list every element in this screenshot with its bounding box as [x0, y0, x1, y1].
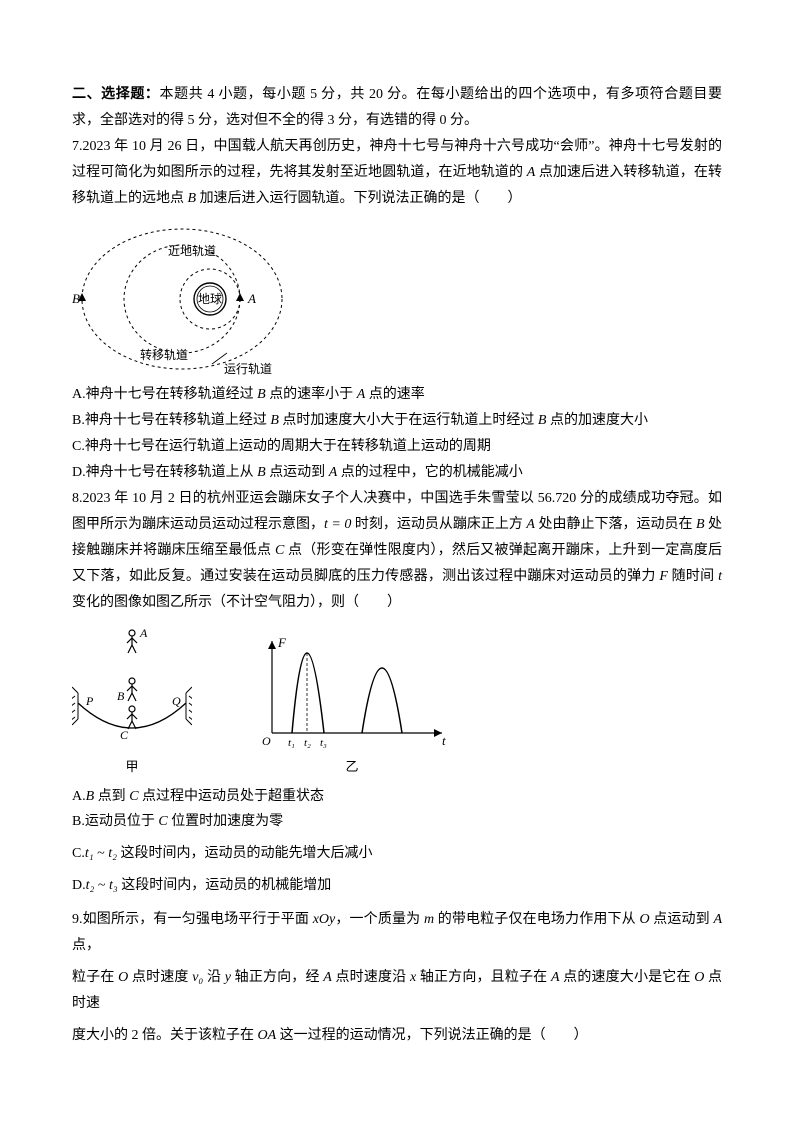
svg-text:t: t	[442, 733, 446, 748]
q8-figure-1: P Q A B C 甲	[72, 623, 192, 779]
q7-optB: B.神舟十七号在转移轨道上经过 B 点时加速度大小大于在运行轨道上时经过 B 点…	[72, 408, 722, 434]
q7-stem: 7.2023 年 10 月 26 日，中国载人航天再创历史，神舟十七号与神舟十六…	[72, 134, 722, 212]
svg-text:C: C	[120, 728, 129, 742]
q7-optD: D.神舟十七号在转移轨道上从 B 点运动到 A 点的过程中，它的机械能减小	[72, 460, 722, 486]
q8-optB: B.运动员位于 C 位置时加速度为零	[72, 809, 722, 835]
svg-text:t₂: t₂	[304, 737, 311, 749]
svg-text:t₁: t₁	[288, 737, 295, 749]
svg-text:A: A	[247, 291, 256, 306]
svg-text:B: B	[72, 291, 80, 306]
q7-optA: A.神舟十七号在转移轨道经过 B 点的速率小于 A 点的速率	[72, 382, 722, 408]
q7-figure: 地球 A B 近地轨道 转移轨道 运行轨道	[72, 221, 722, 376]
q9-line3: 度大小的 2 倍。关于该粒子在 OA 这一过程的运动情况，下列说法正确的是（ ）	[72, 1023, 722, 1049]
heading-body: 本题共 4 小题，每小题 5 分，共 20 分。在每小题给出的四个选项中，有多项…	[72, 87, 722, 128]
section-heading: 二、选择题：本题共 4 小题，每小题 5 分，共 20 分。在每小题给出的四个选…	[72, 82, 722, 134]
q8-optC: C.t₁ ~ t₂ 这段时间内，运动员的动能先增大后减小	[72, 841, 722, 867]
q8-stem: 8.2023 年 10 月 2 日的杭州亚运会蹦床女子个人决赛中，中国选手朱雪莹…	[72, 486, 722, 615]
svg-text:Q: Q	[172, 694, 181, 708]
fig1-caption: 甲	[125, 755, 138, 779]
q8-figures: P Q A B C 甲	[72, 623, 722, 779]
svg-text:转移轨道: 转移轨道	[140, 347, 188, 362]
q7-optC: C.神舟十七号在运行轨道上运动的周期大于在转移轨道上运动的周期	[72, 434, 722, 460]
svg-text:B: B	[117, 689, 125, 703]
svg-text:F: F	[277, 635, 287, 650]
heading-prefix: 二、选择题：	[72, 87, 160, 102]
svg-text:P: P	[85, 694, 94, 708]
svg-text:运行轨道: 运行轨道	[224, 362, 272, 376]
q9-line2: 粒子在 O 点时速度 v₀ 沿 y 轴正方向，经 A 点时速度沿 x 轴正方向，…	[72, 965, 722, 1017]
svg-text:A: A	[139, 626, 148, 640]
q9-line1: 9.如图所示，有一匀强电场平行于平面 xOy，一个质量为 m 的带电粒子仅在电场…	[72, 907, 722, 959]
svg-text:O: O	[262, 734, 271, 748]
svg-text:t₃: t₃	[320, 737, 327, 749]
fig2-caption: 乙	[345, 755, 358, 779]
earth-label: 地球	[198, 292, 222, 306]
svg-text:近地轨道: 近地轨道	[168, 244, 216, 258]
q8-optD: D.t₂ ~ t₃ 这段时间内，运动员的机械能增加	[72, 873, 722, 899]
q8-figure-2: F t O t₁ t₂ t₃ 乙	[252, 633, 452, 779]
q8-optA: A.B 点到 C 点过程中运动员处于超重状态	[72, 784, 722, 810]
